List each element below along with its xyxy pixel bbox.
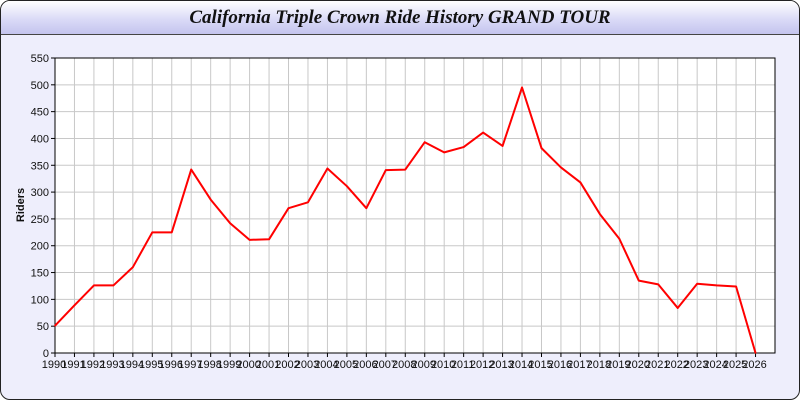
y-tick-label: 200 — [31, 241, 49, 253]
data-point — [735, 285, 737, 288]
x-tick-label: 1991 — [61, 359, 85, 371]
data-point — [209, 198, 212, 201]
data-point — [229, 222, 231, 224]
x-tick-label: 2020 — [626, 359, 650, 371]
x-tick-label: 1997 — [178, 359, 202, 371]
x-tick-label: 2005 — [334, 359, 358, 371]
data-point — [151, 231, 154, 234]
data-point — [462, 146, 465, 148]
x-tick-label: 2009 — [411, 359, 435, 371]
x-tick-label: 2015 — [528, 359, 552, 371]
x-tick-label: 2012 — [470, 359, 494, 371]
x-tick-label: 1995 — [139, 359, 163, 371]
data-point — [560, 166, 562, 169]
data-point — [754, 352, 757, 354]
plot-area — [55, 58, 775, 353]
data-point — [715, 284, 718, 287]
data-point — [287, 207, 290, 209]
x-tick-label: 2023 — [684, 359, 708, 371]
data-point — [404, 168, 407, 171]
x-tick-label: 2011 — [451, 359, 475, 371]
x-tick-label: 2006 — [353, 359, 377, 371]
data-point — [676, 307, 679, 309]
data-point — [501, 145, 504, 147]
data-point — [443, 151, 445, 154]
x-tick-label: 1996 — [159, 359, 183, 371]
data-point — [696, 283, 698, 285]
x-tick-label: 2014 — [509, 359, 533, 371]
y-tick-label: 550 — [31, 53, 49, 65]
data-point — [637, 279, 640, 282]
x-tick-label: 2016 — [548, 359, 572, 371]
data-point — [579, 181, 582, 184]
data-point — [482, 131, 484, 134]
data-point — [248, 239, 251, 241]
data-point — [170, 231, 173, 234]
x-tick-label: 2001 — [256, 359, 280, 371]
data-point — [132, 266, 134, 268]
data-point — [423, 141, 426, 144]
x-tick-label: 2007 — [373, 359, 397, 371]
y-tick-label: 250 — [31, 214, 49, 226]
y-tick-label: 400 — [31, 133, 49, 145]
x-tick-label: 1992 — [81, 359, 105, 371]
x-tick-label: 1999 — [217, 359, 241, 371]
x-tick-label: 2025 — [723, 359, 747, 371]
data-point — [618, 237, 621, 240]
x-tick-label: 2002 — [275, 359, 299, 371]
title-bar: California Triple Crown Ride History GRA… — [1, 1, 799, 35]
y-tick-label: 350 — [31, 160, 49, 172]
data-point — [657, 283, 660, 286]
data-point — [521, 86, 523, 89]
data-point — [307, 201, 309, 204]
x-tick-label: 2018 — [587, 359, 611, 371]
data-point — [268, 238, 270, 241]
x-tick-label: 2026 — [742, 359, 766, 371]
y-tick-label: 500 — [31, 80, 49, 92]
x-tick-label: 1990 — [42, 359, 66, 371]
x-tick-label: 2019 — [606, 359, 630, 371]
data-point — [73, 304, 76, 307]
x-tick-label: 2022 — [664, 359, 688, 371]
y-tick-label: 100 — [31, 294, 49, 306]
plot-border — [54, 57, 776, 354]
x-tick-label: 2010 — [431, 359, 455, 371]
y-tick-label: 300 — [31, 187, 49, 199]
data-point — [599, 213, 601, 215]
y-tick-label: 150 — [31, 268, 49, 280]
x-tick-label: 2004 — [314, 359, 338, 371]
x-tick-label: 2024 — [703, 359, 727, 371]
x-tick-label: 1994 — [120, 359, 144, 371]
data-point — [365, 207, 368, 209]
x-tick-label: 1998 — [197, 359, 221, 371]
x-tick-label: 1993 — [100, 359, 124, 371]
y-tick-label: 0 — [43, 348, 49, 360]
x-tick-label: 2003 — [295, 359, 319, 371]
data-point — [346, 185, 348, 187]
data-point — [54, 324, 56, 327]
x-tick-label: 2000 — [236, 359, 260, 371]
x-tick-label: 2008 — [392, 359, 416, 371]
chart-title: California Triple Crown Ride History GRA… — [189, 7, 611, 28]
data-point — [93, 284, 95, 287]
x-tick-label: 2013 — [489, 359, 513, 371]
y-tick-label: 450 — [31, 107, 49, 119]
data-point — [326, 167, 329, 170]
y-tick-label: 50 — [37, 321, 49, 333]
y-axis-label: Riders — [15, 188, 27, 222]
data-point — [540, 147, 543, 149]
data-point — [385, 169, 387, 171]
data-point — [112, 284, 115, 287]
x-tick-label: 2017 — [567, 359, 591, 371]
x-tick-label: 2021 — [645, 359, 669, 371]
data-point — [190, 168, 193, 171]
